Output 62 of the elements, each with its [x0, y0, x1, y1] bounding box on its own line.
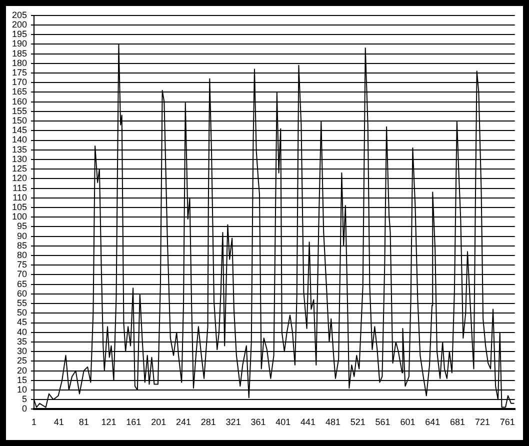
y-tick-label: 80 [17, 250, 28, 260]
y-tick-label: 175 [12, 68, 28, 78]
y-tick-label: 180 [12, 58, 28, 68]
y-tick-label: 155 [12, 106, 28, 116]
y-tick-label: 135 [12, 144, 28, 154]
y-tick-label: 40 [17, 326, 28, 337]
y-tick-label: 165 [12, 86, 28, 97]
y-tick-label: 150 [12, 116, 28, 126]
x-tick-label: 321 [226, 417, 241, 428]
y-tick-label: 190 [12, 38, 28, 49]
y-tick-label: 195 [12, 29, 28, 40]
y-tick-label: 125 [12, 164, 28, 174]
y-tick-label: 130 [12, 154, 28, 164]
x-tick-label: 561 [375, 417, 390, 428]
x-tick-label: 481 [325, 417, 340, 428]
y-tick-label: 20 [17, 365, 28, 376]
x-tick-label: 161 [126, 417, 142, 428]
x-tick-label: 761 [500, 417, 515, 428]
x-tick-label: 121 [101, 417, 116, 428]
y-tick-label: 25 [17, 356, 28, 366]
x-tick-label: 361 [250, 417, 266, 428]
x-tick-label: 281 [200, 417, 216, 428]
y-tick-label: 115 [12, 182, 28, 193]
y-tick-label: 145 [12, 125, 28, 136]
y-tick-label: 15 [17, 374, 28, 385]
x-tick-label: 641 [425, 417, 440, 428]
y-tick-label: 200 [12, 19, 28, 30]
y-tick-label: 160 [12, 96, 28, 106]
x-tick-label: 601 [400, 417, 416, 428]
y-tick-label: 65 [17, 278, 28, 289]
y-tick-label: 85 [17, 240, 28, 250]
y-tick-label: 45 [17, 317, 28, 328]
y-tick-label: 0 [22, 404, 28, 414]
y-tick-label: 105 [12, 202, 28, 212]
x-tick-label: 401 [276, 417, 291, 428]
y-tick-label: 95 [17, 221, 28, 232]
y-tick-label: 170 [12, 77, 28, 88]
y-tick-label: 120 [12, 173, 28, 184]
y-tick-label: 55 [17, 298, 28, 308]
x-tick-label: 201 [151, 417, 166, 428]
y-tick-label: 70 [17, 269, 28, 280]
y-tick-label: 75 [17, 260, 28, 270]
x-tick-label: 721 [474, 417, 490, 428]
x-tick-label: 81 [78, 417, 89, 428]
y-tick-label: 205 [12, 10, 28, 20]
y-tick-label: 5 [22, 394, 28, 404]
y-tick-label: 90 [17, 230, 28, 241]
x-tick-label: 41 [54, 417, 64, 428]
y-tick-label: 140 [12, 134, 28, 145]
x-tick-label: 1 [32, 417, 37, 428]
y-tick-label: 110 [12, 192, 28, 202]
x-tick-label: 521 [350, 417, 366, 428]
x-tick-label: 681 [450, 417, 466, 428]
y-tick-label: 60 [17, 288, 28, 298]
y-tick-label: 35 [17, 336, 28, 346]
y-tick-label: 10 [17, 384, 28, 394]
x-tick-label: 441 [300, 417, 316, 428]
x-tick-label: 241 [176, 417, 192, 428]
y-tick-label: 30 [17, 346, 28, 356]
y-tick-label: 50 [17, 308, 28, 318]
y-tick-label: 100 [12, 212, 28, 222]
y-tick-label: 185 [12, 48, 28, 58]
